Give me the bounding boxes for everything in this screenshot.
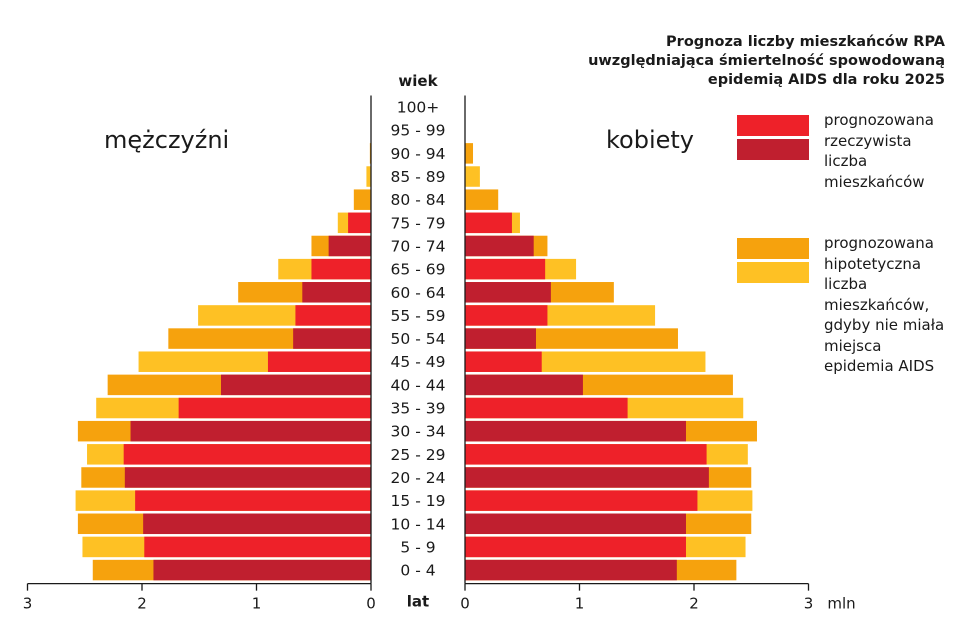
bar-women-actual <box>465 397 628 419</box>
bar-men-actual <box>328 235 371 257</box>
bar-women-actual <box>465 374 583 396</box>
bar-women-hypothetical <box>465 166 480 187</box>
x-tick-label: 0 <box>460 595 470 613</box>
bar-men-actual <box>130 420 371 442</box>
legend-line: gdyby nie miała <box>824 316 945 334</box>
x-tick-label: 3 <box>804 595 814 613</box>
age-group-label: 10 - 14 <box>391 515 446 533</box>
age-group-label: 20 - 24 <box>391 469 446 487</box>
age-axis-unit: lat <box>407 593 429 611</box>
x-tick-label: 1 <box>575 595 585 613</box>
bar-women-actual <box>465 258 546 280</box>
legend-line: liczba <box>824 275 868 293</box>
bar-women-actual <box>465 536 686 558</box>
legend-line: liczba <box>824 152 868 170</box>
age-group-label: 65 - 69 <box>391 261 446 279</box>
age-group-label: 90 - 94 <box>391 145 446 163</box>
bar-men-actual <box>124 467 371 488</box>
bar-women-actual <box>465 282 551 303</box>
bar-women-actual <box>465 328 536 349</box>
age-group-label: 45 - 49 <box>391 353 446 371</box>
legend-text-hypothetical: prognozowana hipotetyczna liczba mieszka… <box>824 233 959 377</box>
age-group-label: 60 - 64 <box>391 284 446 302</box>
x-axis-unit: mln <box>827 595 855 613</box>
men-label: mężczyźni <box>104 126 230 154</box>
age-group-label: 0 - 4 <box>400 562 435 580</box>
legend-swatch-actual-light <box>737 115 809 136</box>
bar-men-actual <box>135 490 371 511</box>
bar-women-actual <box>465 559 677 581</box>
age-group-label: 25 - 29 <box>391 446 446 464</box>
bar-women-actual <box>465 490 698 511</box>
bar-women-actual <box>465 513 686 535</box>
bar-men-actual <box>348 212 371 234</box>
bar-men-actual <box>293 328 371 349</box>
bar-women-actual <box>465 351 542 372</box>
legend-swatch-hypothetical-light <box>737 262 809 283</box>
age-group-label: 100+ <box>397 99 440 117</box>
age-group-label: 70 - 74 <box>391 237 446 255</box>
bar-women-actual <box>465 444 707 465</box>
bar-women-hypothetical <box>465 189 499 210</box>
legend-line: mieszkańców, <box>824 295 930 314</box>
women-label: kobiety <box>606 126 695 154</box>
chart-title-line: uwzględniająca śmiertelność spowodowaną <box>588 53 945 69</box>
bar-men-actual <box>123 444 372 465</box>
bar-women-actual <box>465 212 512 234</box>
age-group-label: 5 - 9 <box>400 538 435 556</box>
age-group-label: 15 - 19 <box>391 492 446 510</box>
bar-women-actual <box>465 467 709 488</box>
age-group-label: 40 - 44 <box>391 376 446 394</box>
age-group-label: 55 - 59 <box>391 307 446 325</box>
bar-men-hypothetical <box>366 166 371 187</box>
bar-men-actual <box>178 397 371 419</box>
bar-men-actual <box>302 282 371 303</box>
legend-swatch-hypothetical-dark <box>737 238 809 259</box>
age-group-label: 80 - 84 <box>391 191 446 209</box>
chart-title-line: Prognoza liczby mieszkańców RPA <box>666 34 945 50</box>
legend-line: epidemia AIDS <box>824 357 935 375</box>
bar-men-actual <box>144 536 371 558</box>
age-group-label: 50 - 54 <box>391 330 446 348</box>
legend-text-actual: prognozowana rzeczywista liczba mieszkań… <box>824 110 959 192</box>
bar-men-hypothetical <box>353 189 371 210</box>
bar-men-actual <box>267 351 371 372</box>
x-tick-label: 2 <box>137 595 147 613</box>
chart-title: Prognoza liczby mieszkańców RPA uwzględn… <box>525 33 945 90</box>
bar-men-actual <box>153 559 371 581</box>
legend-line: rzeczywista <box>824 131 912 150</box>
age-group-label: 75 - 79 <box>391 214 446 232</box>
legend-line: miejsca <box>824 336 882 355</box>
legend-line: hipotetyczna <box>824 254 922 273</box>
age-group-label: 85 - 89 <box>391 168 446 186</box>
chart-title-line: epidemią AIDS dla roku 2025 <box>707 72 945 88</box>
bar-men-actual <box>295 305 371 326</box>
legend-line: mieszkańców <box>824 172 925 191</box>
x-tick-label: 2 <box>689 595 699 613</box>
bar-women-actual <box>465 305 548 326</box>
legend-line: prognozowana <box>824 111 934 129</box>
bar-women-hypothetical <box>465 143 474 164</box>
age-group-label: 95 - 99 <box>391 122 446 140</box>
legend-swatch-actual-dark <box>737 139 809 160</box>
x-tick-label: 1 <box>252 595 262 613</box>
age-group-label: 35 - 39 <box>391 400 446 418</box>
x-tick-label: 3 <box>23 595 33 613</box>
x-tick-label: 0 <box>366 595 376 613</box>
bar-men-actual <box>311 258 371 280</box>
age-group-label: 30 - 34 <box>391 423 446 441</box>
bar-men-actual <box>221 374 371 396</box>
age-axis-title: wiek <box>398 72 438 90</box>
bar-men-actual <box>143 513 371 535</box>
bar-women-actual <box>465 235 534 257</box>
bar-women-actual <box>465 420 686 442</box>
legend-line: prognozowana <box>824 234 934 252</box>
